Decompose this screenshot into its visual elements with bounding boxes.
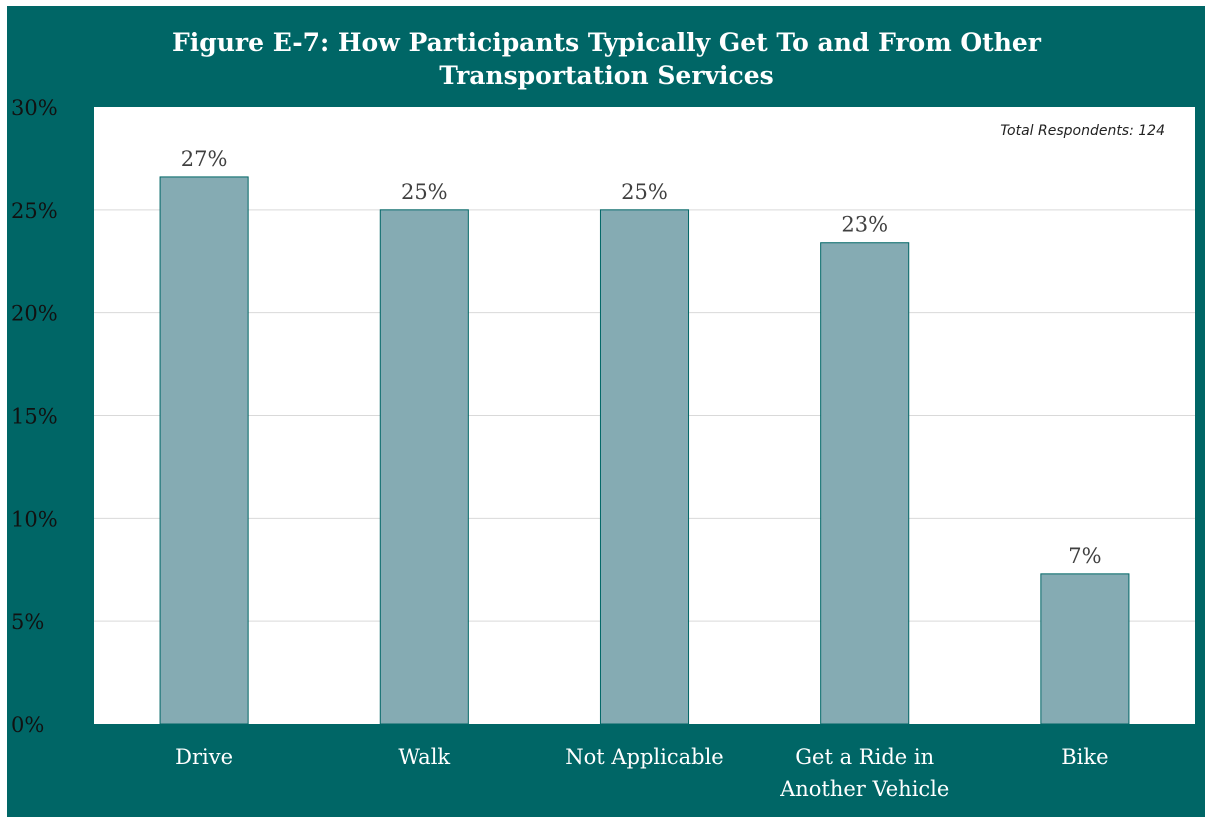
category-label: Drive <box>175 745 233 769</box>
bar-chart: 0% 5% 10% 15% 20% 25% 30% 27% Drive 25% Walk 25% Not… <box>11 96 1195 801</box>
chart-frame: Figure E-7: How Participants Typically G… <box>7 6 1205 817</box>
bar <box>820 242 910 725</box>
y-tick-label: 25% <box>11 199 58 223</box>
category-label: Get a Ride in <box>795 745 934 769</box>
bar <box>1040 573 1130 725</box>
data-label: 23% <box>841 213 888 237</box>
category-label: Not Applicable <box>565 745 723 769</box>
data-label: 27% <box>181 147 228 171</box>
chart-title-line-2: Transportation Services <box>439 61 774 90</box>
category-label: Walk <box>398 745 450 769</box>
category-label: Another Vehicle <box>779 777 949 801</box>
bar <box>599 209 690 725</box>
data-label: 7% <box>1068 544 1101 568</box>
y-tick-label: 10% <box>11 507 58 531</box>
data-label: 25% <box>621 180 668 204</box>
y-tick-label: 0% <box>11 713 44 737</box>
y-tick-label: 20% <box>11 302 58 326</box>
bar <box>379 209 469 725</box>
respondents-note: Total Respondents: 124 <box>1000 123 1165 139</box>
chart-title: Figure E-7: How Participants Typically G… <box>7 26 1205 92</box>
data-label: 25% <box>401 180 448 204</box>
bar <box>159 176 249 725</box>
labels: 0% 5% 10% 15% 20% 25% 30% 27% Drive 25% Walk 25% Not… <box>11 96 1109 801</box>
category-label: Bike <box>1061 745 1108 769</box>
y-tick-label: 15% <box>11 405 58 429</box>
chart-title-line-1: Figure E-7: How Participants Typically G… <box>172 28 1041 57</box>
y-tick-label: 5% <box>11 610 44 634</box>
y-tick-label: 30% <box>11 96 58 120</box>
bars <box>159 176 1130 725</box>
